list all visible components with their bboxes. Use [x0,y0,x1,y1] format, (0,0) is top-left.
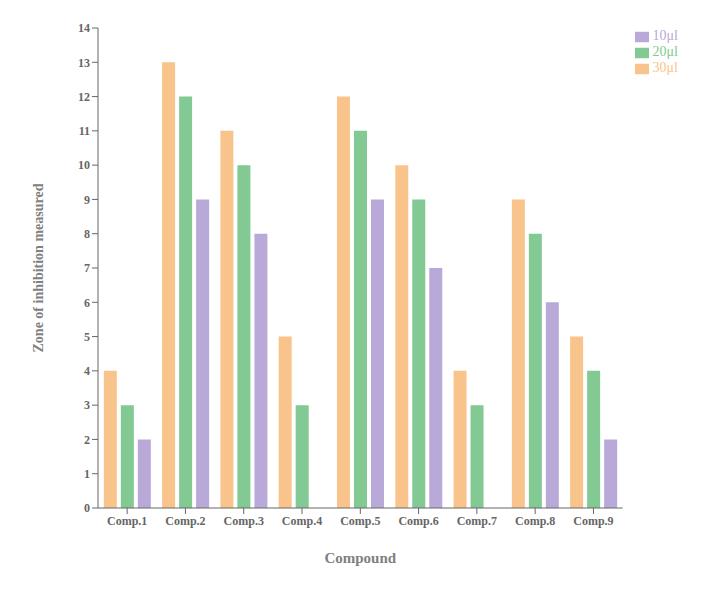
svg-text:6: 6 [84,296,90,310]
html-text:30μl: 30μl [652,60,678,75]
svg-text:Comp.7: Comp.7 [457,514,497,528]
svg-text:13: 13 [78,56,90,70]
svg-text:Comp.8: Comp.8 [515,514,555,528]
html-text:10μl: 10μl [652,28,678,43]
svg-text:Comp.6: Comp.6 [398,514,438,528]
svg-text:14: 14 [78,21,90,35]
svg-text:11: 11 [79,124,90,138]
svg-text:1: 1 [84,467,90,481]
svg-text:5: 5 [84,330,90,344]
svg-text:4: 4 [84,364,90,378]
svg-text:0: 0 [84,501,90,515]
svg-text:Comp.1: Comp.1 [107,514,147,528]
svg-text:8: 8 [84,227,90,241]
svg-text:9: 9 [84,193,90,207]
svg-text:Compound: Compound [324,550,396,566]
svg-text:Comp.2: Comp.2 [165,514,205,528]
svg-text:7: 7 [84,261,90,275]
svg-text:Comp.9: Comp.9 [573,514,613,528]
svg-text:10: 10 [78,158,90,172]
svg-text:Comp.3: Comp.3 [224,514,264,528]
svg-text:Comp.5: Comp.5 [340,514,380,528]
html-text:20μl: 20μl [652,44,678,59]
svg-text:Zone of inhibition measured: Zone of inhibition measured [31,183,46,352]
svg-text:12: 12 [78,90,90,104]
svg-text:2: 2 [84,433,90,447]
svg-text:3: 3 [84,398,90,412]
svg-text:Comp.4: Comp.4 [282,514,322,528]
